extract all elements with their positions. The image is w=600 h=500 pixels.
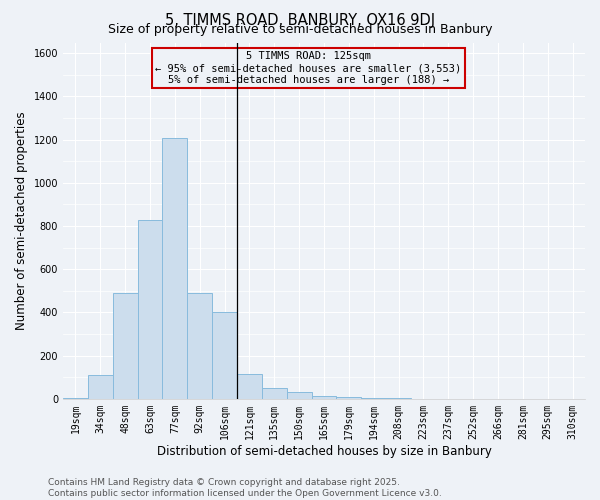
Bar (137, 220, 163, 399)
Bar (163, 138, 187, 399)
X-axis label: Distribution of semi-detached houses by size in Banbury: Distribution of semi-detached houses by … (157, 444, 491, 458)
Bar (287, 392, 311, 399)
Bar (337, 397, 361, 399)
Text: 5 TIMMS ROAD: 125sqm
← 95% of semi-detached houses are smaller (3,553)
5% of sem: 5 TIMMS ROAD: 125sqm ← 95% of semi-detac… (155, 52, 461, 84)
Bar (361, 398, 386, 399)
Bar (63, 398, 88, 399)
Text: Contains HM Land Registry data © Crown copyright and database right 2025.
Contai: Contains HM Land Registry data © Crown c… (48, 478, 442, 498)
Bar (187, 293, 212, 399)
Text: Size of property relative to semi-detached houses in Banbury: Size of property relative to semi-detach… (108, 22, 492, 36)
Bar (88, 375, 113, 399)
Bar (113, 293, 137, 399)
Bar (311, 396, 337, 399)
Bar (212, 312, 237, 399)
Bar (237, 374, 262, 399)
Text: 5, TIMMS ROAD, BANBURY, OX16 9DJ: 5, TIMMS ROAD, BANBURY, OX16 9DJ (165, 12, 435, 28)
Bar (262, 388, 287, 399)
Y-axis label: Number of semi-detached properties: Number of semi-detached properties (15, 112, 28, 330)
